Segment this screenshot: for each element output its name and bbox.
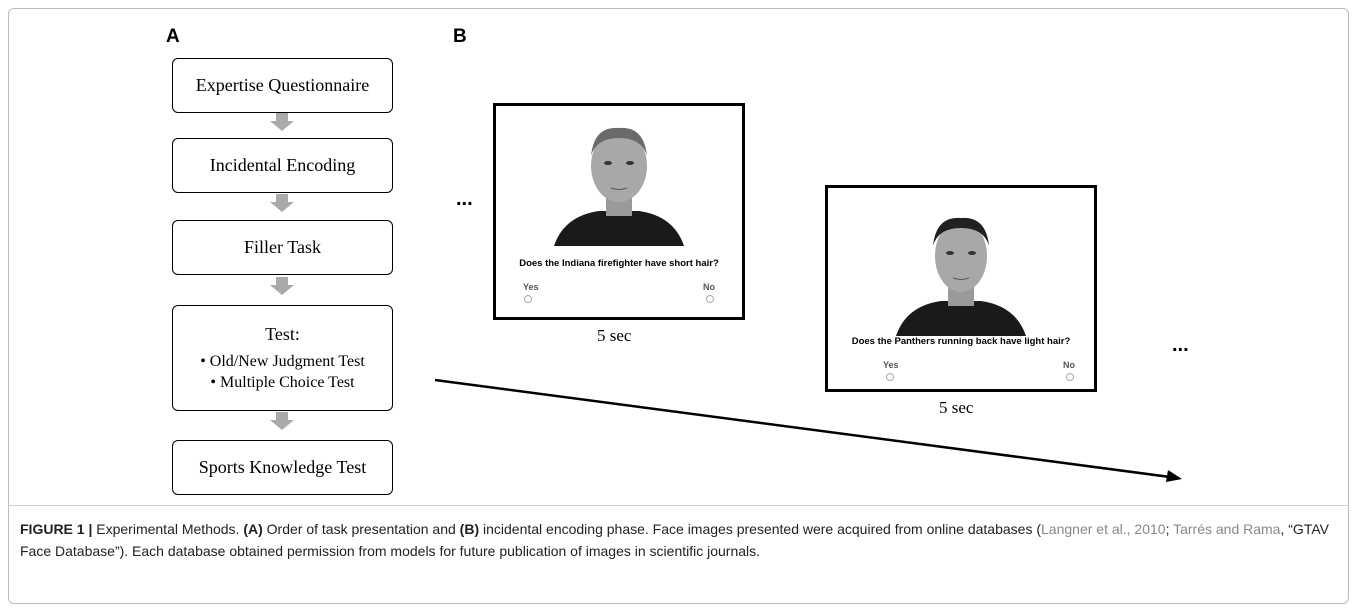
yes-option: Yes (883, 360, 899, 370)
step-box: Expertise Questionnaire (172, 58, 393, 113)
bullet: • (210, 374, 220, 391)
step-box: Test:• Old/New Judgment Test• Multiple C… (172, 305, 393, 411)
caption-text: incidental encoding phase. Face images p… (479, 521, 1041, 537)
question: Does the Panthers running back have ligh… (828, 336, 1094, 347)
bullet: • (200, 353, 210, 370)
figure-label: FIGURE 1 | (20, 521, 92, 537)
step-label: Test: (265, 324, 300, 345)
time-arrow (435, 380, 1170, 477)
step-box: Filler Task (172, 220, 393, 275)
panel-label: A (166, 26, 180, 48)
duration: 5 sec (597, 326, 631, 346)
caption-text: (B) (460, 521, 479, 537)
page: A B Expertise Questionnaire Incidental En… (0, 0, 1357, 612)
step-item-text: Multiple Choice Test (220, 374, 355, 391)
caption-link: Tarrés and Rama (1173, 521, 1280, 537)
step-label: Incidental Encoding (210, 155, 355, 176)
caption: FIGURE 1 | Experimental Methods. (A) Ord… (20, 518, 1338, 562)
caption-text: Experimental Methods. (92, 521, 243, 537)
trial-screen: Does the Indiana firefighter have short … (493, 103, 745, 320)
down-arrow (270, 194, 294, 212)
yes-option: Yes (523, 282, 539, 292)
question: Does the Indiana firefighter have short … (496, 258, 742, 269)
separator (8, 505, 1349, 506)
face-photo (554, 116, 684, 246)
panel-label: B (453, 26, 467, 48)
step-label: Filler Task (244, 237, 321, 258)
down-arrow (270, 412, 294, 430)
time-arrowhead (1166, 470, 1182, 482)
step-item: • Old/New Judgment Test (200, 351, 365, 372)
trial-screen: Does the Panthers running back have ligh… (825, 185, 1097, 392)
caption-text: Order of task presentation and (263, 521, 460, 537)
caption-text: (A) (243, 521, 262, 537)
ellipsis: ... (1172, 334, 1189, 357)
caption-text: ; (1166, 521, 1174, 537)
step-item-text: Old/New Judgment Test (210, 353, 365, 370)
face-photo (896, 206, 1026, 336)
duration: 5 sec (939, 398, 973, 418)
step-label: Sports Knowledge Test (199, 457, 366, 478)
caption-link: Langner et al., 2010 (1041, 521, 1166, 537)
ellipsis: ... (456, 188, 473, 211)
step-box: Sports Knowledge Test (172, 440, 393, 495)
radio-buttons (496, 294, 742, 306)
down-arrow (270, 277, 294, 295)
step-box: Incidental Encoding (172, 138, 393, 193)
no-option: No (703, 282, 715, 292)
radio-buttons (828, 372, 1094, 384)
step-item: • Multiple Choice Test (210, 372, 354, 393)
down-arrow (270, 113, 294, 131)
no-option: No (1063, 360, 1075, 370)
step-label: Expertise Questionnaire (196, 75, 369, 96)
